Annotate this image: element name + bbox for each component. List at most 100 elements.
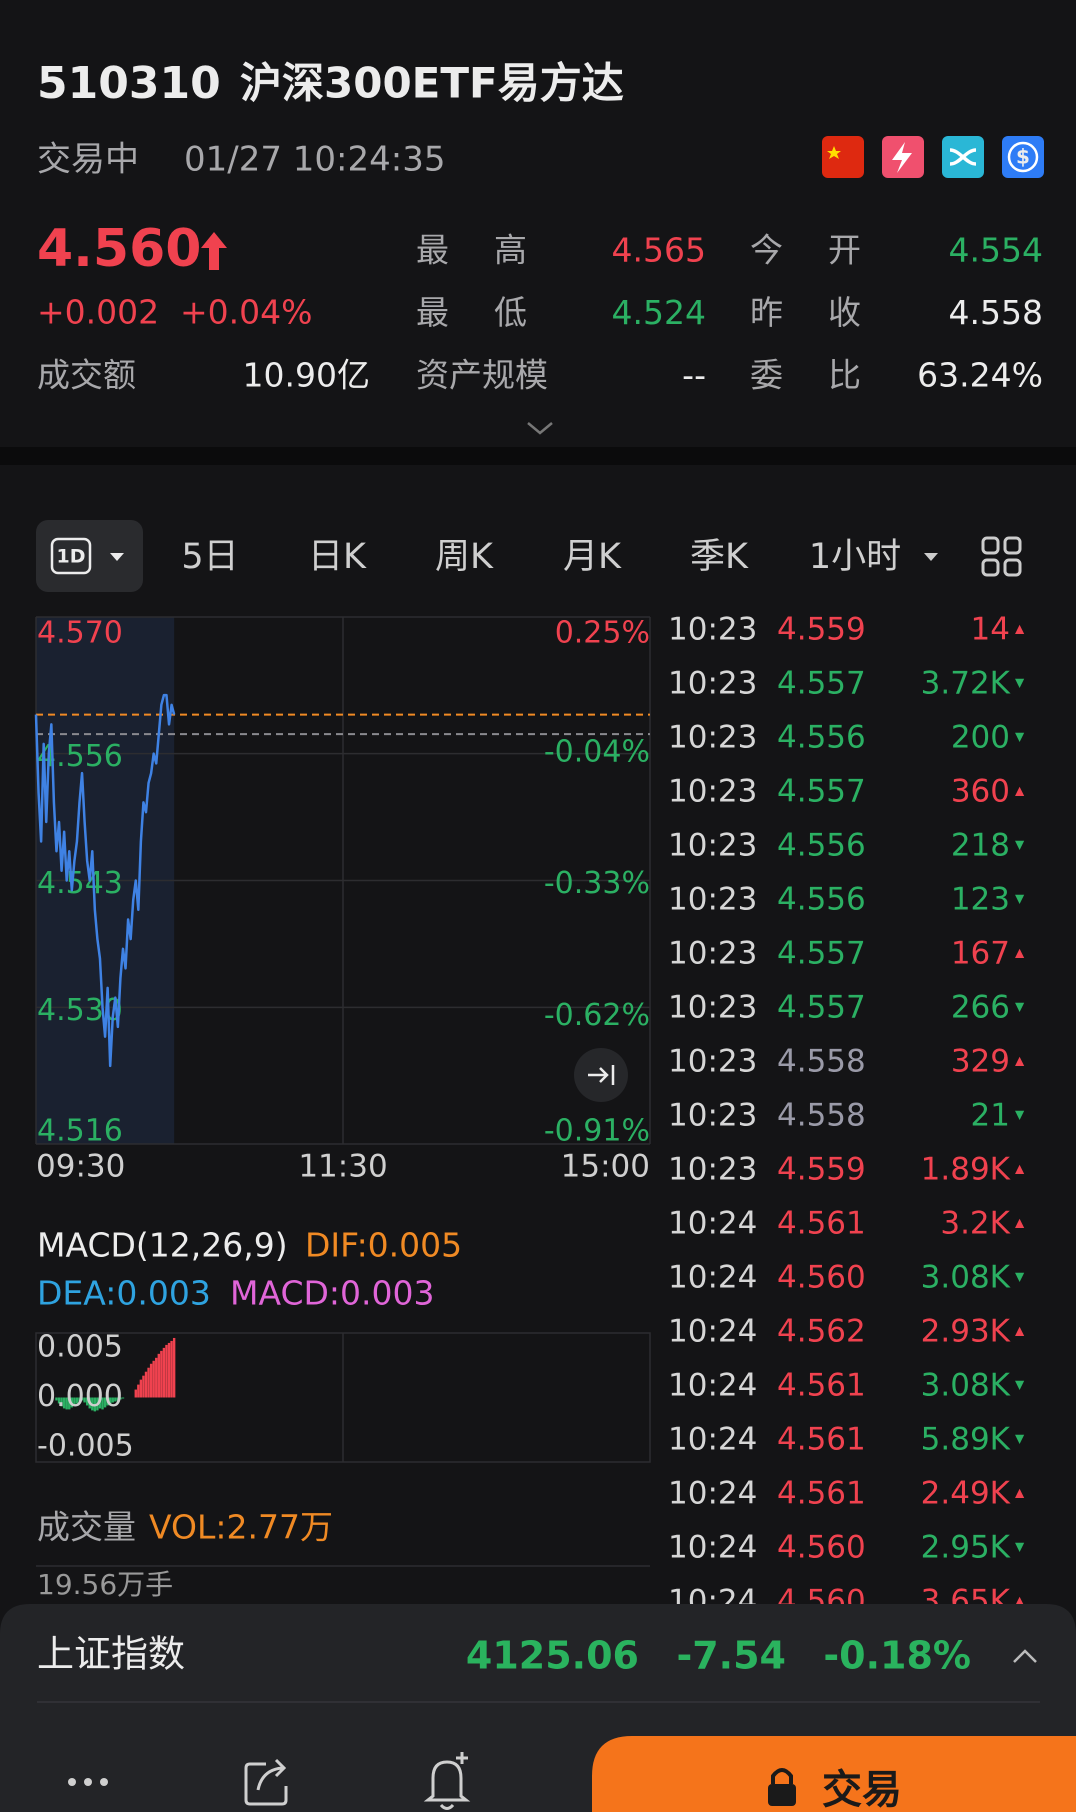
macd-bar: [65, 1397, 68, 1410]
tick-volume: 2.93K: [921, 1314, 1011, 1350]
macd-bar: [155, 1357, 158, 1398]
index-change: -7.54: [676, 1634, 786, 1678]
dynamic: 最高 4.565 今开 4.554 最低 4.524 昨收 4.558 资产规模 -- 委比 63.2…: [34, 231, 1043, 1620]
share-icon[interactable]: [244, 1758, 288, 1806]
price-line: [34, 693, 176, 1068]
macd-dea: DEA:0.003: [37, 1274, 211, 1313]
trade-label[interactable]: 交易: [822, 1767, 902, 1812]
flag-icon: [822, 136, 864, 178]
tab[interactable]: 日K: [308, 537, 367, 577]
tab[interactable]: 月K: [563, 537, 622, 577]
macd-bar: [142, 1375, 145, 1398]
tick-volume: 3.72K: [921, 666, 1011, 702]
stat-value: 63.24%: [917, 356, 1043, 395]
volume-value: VOL:2.77万: [149, 1508, 333, 1547]
dollar: $: [1016, 145, 1030, 169]
tick-price: 4.557: [777, 774, 866, 810]
time: 01/27 10:24:35: [184, 140, 446, 180]
tick-price: 4.560: [777, 1530, 866, 1566]
tick-arrow: ▲: [1015, 1324, 1025, 1338]
macd-bar: [70, 1397, 74, 1408]
tick-price: 4.561: [777, 1476, 866, 1512]
volume-label: 成交量: [37, 1508, 136, 1547]
y-tick-label: 4.516: [37, 1114, 123, 1149]
macd-bar: [88, 1397, 91, 1409]
tick-price: 4.556: [777, 720, 866, 756]
tab[interactable]: 5日: [181, 537, 238, 577]
tick-price: 4.556: [777, 828, 866, 864]
macd-bar: [119, 1397, 122, 1400]
tick-time: 10:24: [668, 1206, 757, 1242]
more-icon[interactable]: [68, 1778, 108, 1786]
macd-bar: [80, 1397, 84, 1401]
macd-bar: [170, 1340, 173, 1398]
tab[interactable]: 周K: [435, 537, 494, 577]
collapse-chevron[interactable]: [1013, 1649, 1037, 1663]
stat-label: 今开: [750, 231, 906, 270]
macd-bar: [103, 1397, 107, 1408]
macd-bar: [98, 1397, 102, 1409]
turnover: 10.90亿: [243, 356, 370, 395]
stat-value: 4.558: [949, 293, 1043, 332]
tick-time: 10:23: [668, 828, 757, 864]
macd-bar: [147, 1367, 150, 1398]
x-tick-label: 11:30: [298, 1149, 387, 1185]
tick-time: 10:23: [668, 666, 757, 702]
tick-price: 4.556: [777, 882, 866, 918]
macd-bar: [114, 1397, 117, 1402]
macd-bar: [83, 1397, 86, 1403]
tick-volume: 3.08K: [921, 1260, 1011, 1296]
tick-volume: 200: [951, 720, 1010, 756]
tick-time: 10:23: [668, 936, 757, 972]
macd-bar: [68, 1397, 71, 1410]
macd-bar: [160, 1350, 163, 1398]
trade-button[interactable]: [592, 1736, 1076, 1812]
stat-value: --: [682, 356, 706, 395]
tab[interactable]: 季K: [690, 537, 749, 577]
expand-chevron[interactable]: [527, 422, 553, 435]
tick-time: 10:24: [668, 1530, 757, 1566]
turnover-label: 成交额: [37, 356, 136, 395]
dropdown: [924, 553, 938, 561]
macd-bar: [134, 1389, 137, 1398]
stat-label: 资产规模: [416, 356, 548, 395]
tick-volume: 5.89K: [921, 1422, 1011, 1458]
tick-time: 10:23: [668, 612, 757, 648]
index-change-pct: -0.18%: [823, 1634, 971, 1678]
tab-selected[interactable]: 1D: [57, 546, 86, 568]
tick-price: 4.557: [777, 666, 866, 702]
tick-time: 10:23: [668, 882, 757, 918]
section-divider: [0, 447, 1076, 465]
macd-bar: [167, 1342, 171, 1398]
tick-volume: 3.08K: [921, 1368, 1011, 1404]
macd-bar: [152, 1360, 155, 1398]
tick-volume: 360: [951, 774, 1010, 810]
tick-arrow: ▼: [1015, 1108, 1025, 1122]
tick-volume: 14: [971, 612, 1010, 648]
stat-label: 昨收: [750, 293, 906, 332]
tick-arrow: ▼: [1015, 1540, 1025, 1554]
macd-bar: [62, 1397, 66, 1409]
coin: [1007, 141, 1039, 173]
macd-bar: [73, 1397, 76, 1406]
layout-icon[interactable]: [981, 536, 1022, 577]
tick-price: 4.560: [777, 1260, 866, 1296]
change-pct: +0.04%: [180, 293, 312, 332]
tick-time: 10:23: [668, 1044, 757, 1080]
y2-tick-label: 0.25%: [555, 616, 650, 651]
alert-icon[interactable]: [423, 1752, 471, 1810]
cross: [949, 148, 977, 166]
tab[interactable]: 1小时: [809, 537, 901, 577]
y2-tick-label: -0.91%: [544, 1114, 650, 1149]
tick-volume: 2.95K: [921, 1530, 1011, 1566]
change: +0.002: [37, 293, 159, 332]
tick-volume: 1.89K: [921, 1152, 1011, 1188]
macd-bar: [108, 1397, 112, 1405]
macd-tick-label: -0.005: [37, 1429, 134, 1464]
y2-tick-label: -0.33%: [544, 866, 650, 901]
tick-list: 10:23 4.559 14 ▲ 10:23 4.557 3.72K ▼ 10:23 4.556 2…: [668, 612, 1025, 1620]
code: 510310: [37, 58, 221, 109]
index-name[interactable]: 上证指数: [37, 1633, 185, 1676]
